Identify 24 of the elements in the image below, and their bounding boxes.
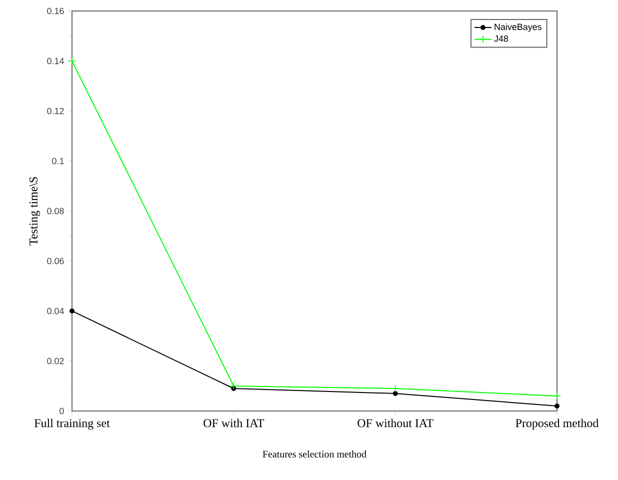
y-axis-title: Testing time\S bbox=[29, 177, 40, 246]
x-tick-label: Full training set bbox=[34, 418, 110, 430]
x-tick-label: OF without IAT bbox=[358, 418, 434, 428]
point bbox=[554, 392, 560, 400]
y-tick-label: 0.14 bbox=[47, 58, 64, 64]
point bbox=[392, 385, 399, 392]
legend-label: J48 bbox=[494, 35, 508, 42]
y-tick-label: 0.06 bbox=[47, 258, 64, 264]
x-tick-label: OF with IAT bbox=[204, 418, 264, 428]
point bbox=[230, 382, 238, 390]
legend-label: NaiveBayes bbox=[494, 23, 542, 32]
y-tick-label: 0.08 bbox=[47, 208, 64, 214]
y-tick-label: 0.02 bbox=[47, 358, 64, 364]
y-tick-label: 0.12 bbox=[47, 108, 64, 114]
point bbox=[68, 58, 76, 64]
y-tick-label: 0.04 bbox=[47, 308, 64, 314]
x-axis-title: Features selection method bbox=[262, 450, 366, 458]
point bbox=[554, 404, 560, 408]
y-tick-label: 0.16 bbox=[47, 8, 64, 14]
y-tick-label: 0 bbox=[60, 408, 64, 414]
point bbox=[70, 308, 74, 314]
y-tick-label: 0.1 bbox=[52, 158, 64, 164]
point bbox=[392, 391, 398, 396]
x-tick-label: Proposed method bbox=[516, 418, 599, 430]
